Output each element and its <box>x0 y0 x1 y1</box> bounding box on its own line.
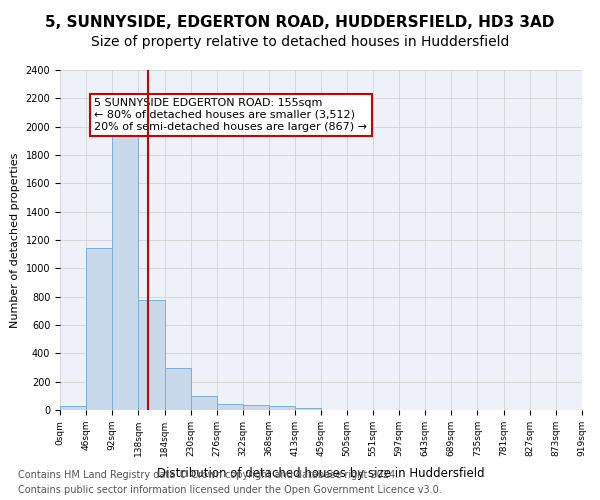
Bar <box>139 300 164 410</box>
Text: Contains public sector information licensed under the Open Government Licence v3: Contains public sector information licen… <box>18 485 442 495</box>
X-axis label: Distribution of detached houses by size in Huddersfield: Distribution of detached houses by size … <box>157 467 485 480</box>
Bar <box>243 405 269 410</box>
Bar <box>112 132 139 410</box>
Text: 5 SUNNYSIDE EDGERTON ROAD: 155sqm
← 80% of detached houses are smaller (3,512)
2: 5 SUNNYSIDE EDGERTON ROAD: 155sqm ← 80% … <box>94 98 367 132</box>
Text: Size of property relative to detached houses in Huddersfield: Size of property relative to detached ho… <box>91 35 509 49</box>
Bar <box>164 368 191 410</box>
Bar <box>86 248 112 410</box>
Text: 5, SUNNYSIDE, EDGERTON ROAD, HUDDERSFIELD, HD3 3AD: 5, SUNNYSIDE, EDGERTON ROAD, HUDDERSFIEL… <box>46 15 554 30</box>
Bar <box>269 406 295 410</box>
Y-axis label: Number of detached properties: Number of detached properties <box>10 152 20 328</box>
Bar <box>217 404 243 410</box>
Bar <box>191 396 217 410</box>
Text: Contains HM Land Registry data © Crown copyright and database right 2024.: Contains HM Land Registry data © Crown c… <box>18 470 398 480</box>
Bar <box>60 406 86 410</box>
Bar <box>295 408 321 410</box>
